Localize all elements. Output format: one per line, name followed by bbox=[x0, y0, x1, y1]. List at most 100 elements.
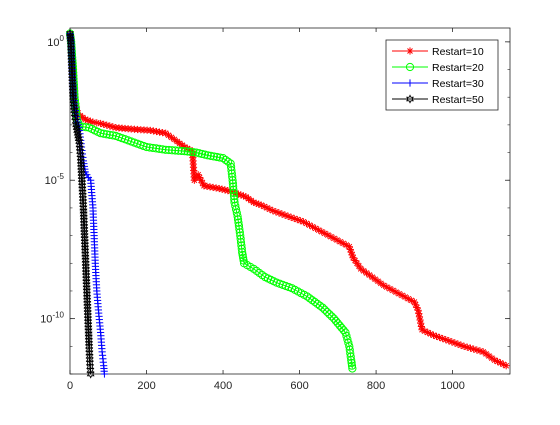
x-tick-label: 400 bbox=[214, 380, 232, 392]
legend-label: Restart=50 bbox=[432, 94, 484, 106]
data-point bbox=[406, 47, 414, 55]
legend-entry: Restart=30 bbox=[392, 78, 484, 90]
legend-entry: Restart=10 bbox=[392, 46, 484, 58]
data-point bbox=[102, 130, 111, 139]
data-point bbox=[406, 94, 414, 104]
data-point bbox=[502, 362, 510, 370]
data-point bbox=[229, 191, 239, 201]
data-point bbox=[348, 364, 357, 373]
x-tick-label: 800 bbox=[367, 380, 385, 392]
data-point bbox=[238, 250, 247, 260]
data-point bbox=[142, 142, 151, 152]
data-point bbox=[315, 301, 325, 310]
data-point bbox=[347, 358, 356, 368]
data-point bbox=[318, 303, 327, 312]
series-line bbox=[69, 33, 92, 375]
data-point bbox=[323, 307, 332, 317]
legend-box bbox=[385, 39, 499, 111]
data-point bbox=[454, 340, 462, 348]
data-point bbox=[203, 151, 212, 160]
data-point bbox=[229, 182, 238, 191]
data-point bbox=[236, 238, 246, 247]
data-point bbox=[209, 152, 218, 161]
data-point bbox=[234, 221, 244, 231]
data-point bbox=[226, 159, 235, 168]
data-point bbox=[70, 109, 79, 119]
data-point bbox=[148, 143, 157, 153]
data-point bbox=[321, 229, 329, 237]
x-tick-label: 1000 bbox=[440, 380, 464, 392]
x-axis: 0 200 400 600 800 1000 bbox=[67, 28, 465, 392]
data-point bbox=[237, 241, 246, 250]
x-tick-label: 200 bbox=[137, 380, 155, 392]
data-point bbox=[327, 312, 336, 321]
data-point bbox=[228, 172, 237, 182]
data-point bbox=[86, 365, 95, 375]
data-point bbox=[302, 219, 311, 228]
data-point bbox=[432, 332, 441, 340]
data-point bbox=[105, 130, 114, 139]
data-point bbox=[229, 185, 238, 194]
y-axis: 100 10-5 10-10 bbox=[40, 34, 510, 375]
data-point bbox=[215, 153, 225, 162]
data-point bbox=[183, 147, 192, 156]
data-point bbox=[171, 146, 180, 155]
data-point bbox=[233, 212, 242, 221]
data-point bbox=[237, 244, 246, 253]
data-point bbox=[333, 236, 341, 244]
data-point bbox=[275, 209, 283, 217]
legend-entry: Restart=20 bbox=[392, 62, 484, 74]
data-point bbox=[206, 151, 215, 160]
data-point bbox=[405, 62, 415, 72]
data-point bbox=[228, 179, 237, 188]
data-point bbox=[325, 310, 334, 319]
data-point bbox=[70, 105, 79, 116]
data-point bbox=[234, 218, 243, 227]
data-point bbox=[439, 334, 447, 343]
data-point bbox=[476, 347, 484, 355]
legend-entry: Restart=50 bbox=[392, 94, 484, 106]
data-point bbox=[238, 248, 247, 257]
data-point bbox=[99, 129, 108, 138]
data-point bbox=[186, 147, 195, 156]
data-point bbox=[96, 129, 105, 138]
y-tick-label: 10-5 bbox=[45, 172, 65, 187]
y-tick-label: 10-10 bbox=[40, 311, 64, 326]
data-point bbox=[145, 143, 154, 152]
x-tick-label: 0 bbox=[67, 380, 73, 392]
y-tick-label: 100 bbox=[47, 34, 64, 49]
data-point bbox=[318, 228, 326, 236]
data-point bbox=[239, 253, 248, 262]
data-point bbox=[85, 358, 94, 368]
data-point bbox=[86, 369, 95, 379]
series-restart-50 bbox=[66, 28, 95, 379]
data-point bbox=[151, 144, 161, 153]
data-point bbox=[235, 228, 244, 237]
data-point bbox=[451, 339, 459, 347]
data-point bbox=[189, 148, 198, 157]
data-point bbox=[71, 112, 80, 123]
data-point bbox=[308, 223, 317, 231]
series-restart-20 bbox=[65, 29, 357, 373]
data-point bbox=[155, 144, 164, 153]
data-point bbox=[93, 119, 101, 127]
data-point bbox=[228, 176, 237, 185]
data-point bbox=[86, 362, 95, 372]
data-point bbox=[227, 169, 236, 178]
data-point bbox=[164, 145, 173, 155]
data-point bbox=[227, 166, 236, 175]
data-point bbox=[233, 215, 243, 224]
legend-label: Restart=30 bbox=[432, 78, 484, 90]
data-point bbox=[312, 224, 320, 233]
data-point bbox=[174, 146, 183, 155]
series-line bbox=[69, 33, 353, 369]
legend-label: Restart=10 bbox=[432, 46, 484, 58]
data-point bbox=[212, 152, 222, 162]
data-point bbox=[177, 146, 186, 156]
data-point bbox=[346, 352, 355, 361]
data-point bbox=[100, 370, 109, 378]
data-point bbox=[161, 145, 170, 154]
legend: Restart=10 Restart=20 Restart=30 Restart=50 bbox=[385, 39, 499, 111]
data-point bbox=[406, 79, 414, 87]
